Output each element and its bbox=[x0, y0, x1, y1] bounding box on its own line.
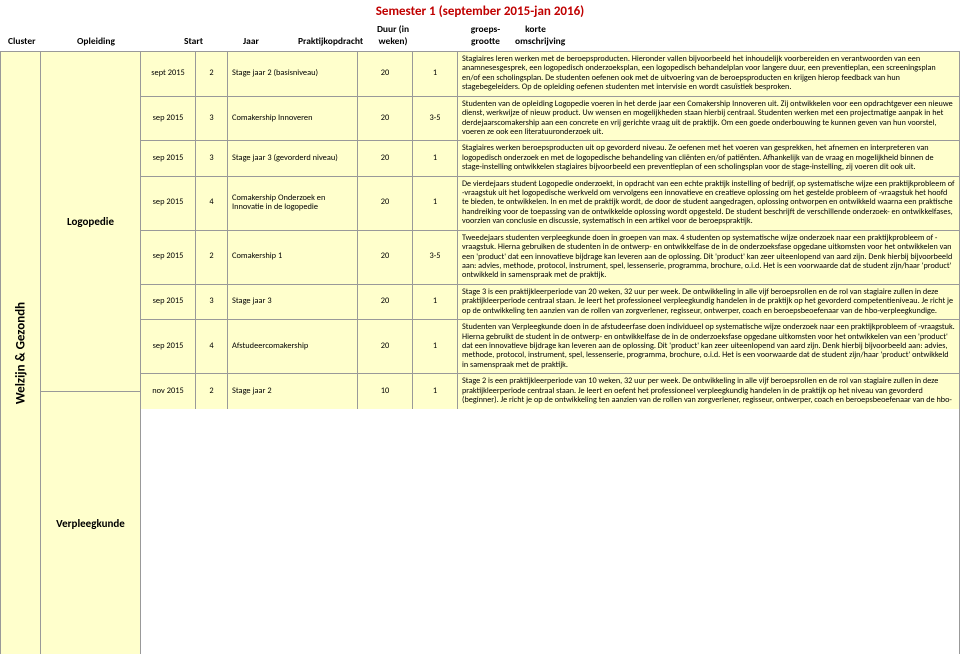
cell-start: sep 2015 bbox=[141, 177, 196, 230]
cell-duur: 20 bbox=[358, 97, 413, 141]
cell-jaar: 4 bbox=[196, 177, 228, 230]
opleiding-label: Verpleegkunde bbox=[56, 517, 125, 530]
table-row: sep 2015 3 Stage jaar 3 20 1 Stage 3 is … bbox=[141, 285, 959, 320]
semester-title: Semester 1 (september 2015-jan 2016) bbox=[0, 0, 960, 21]
cell-jaar: 2 bbox=[196, 231, 228, 284]
hdr-omschr: korte omschrijving bbox=[513, 23, 558, 47]
cell-start: sep 2015 bbox=[141, 141, 196, 175]
cell-jaar: 2 bbox=[196, 52, 228, 96]
cell-praktijk: Comakership Onderzoek en Innovatie in de… bbox=[228, 177, 358, 230]
cell-jaar: 4 bbox=[196, 320, 228, 373]
table-row: sep 2015 3 Comakership Innoveren 20 3-5 … bbox=[141, 97, 959, 142]
cell-start: sep 2015 bbox=[141, 285, 196, 319]
cluster-label: Welzijn & Gezondh bbox=[13, 302, 28, 404]
cell-groeps: 1 bbox=[413, 285, 458, 319]
cell-duur: 20 bbox=[358, 52, 413, 96]
cell-start: sep 2015 bbox=[141, 320, 196, 373]
cell-desc: De vierdejaars student Logopedie onderzo… bbox=[458, 177, 959, 230]
table-row: sept 2015 2 Stage jaar 2 (basisniveau) 2… bbox=[141, 52, 959, 97]
hdr-duur: Duur (in weken) bbox=[328, 23, 458, 47]
hdr-start: Start bbox=[146, 35, 241, 47]
cell-duur: 20 bbox=[358, 177, 413, 230]
opleiding-cell: Verpleegkunde bbox=[41, 392, 141, 654]
cell-desc: Stagiaires werken beroepsproducten uit o… bbox=[458, 141, 959, 175]
cell-praktijk: Afstudeercomakership bbox=[228, 320, 358, 373]
cell-duur: 20 bbox=[358, 231, 413, 284]
cell-start: nov 2015 bbox=[141, 374, 196, 408]
cell-duur: 10 bbox=[358, 374, 413, 408]
hdr-groeps: groeps- grootte bbox=[458, 23, 513, 47]
cell-groeps: 3-5 bbox=[413, 231, 458, 284]
cell-desc: Tweedejaars studenten verpleegkunde doen… bbox=[458, 231, 959, 284]
cluster-cell: Welzijn & Gezondh bbox=[1, 52, 41, 654]
cell-praktijk: Comakership 1 bbox=[228, 231, 358, 284]
table-row: sep 2015 3 Stage jaar 3 (gevorderd nivea… bbox=[141, 141, 959, 176]
cell-praktijk: Stage jaar 2 bbox=[228, 374, 358, 408]
hdr-jaar: Jaar bbox=[241, 35, 296, 47]
table-header: Cluster Opleiding Start Jaar Praktijkopd… bbox=[0, 21, 960, 51]
table-row: sep 2015 4 Afstudeercomakership 20 1 Stu… bbox=[141, 320, 959, 374]
cell-praktijk: Stage jaar 2 (basisniveau) bbox=[228, 52, 358, 96]
cell-groeps: 1 bbox=[413, 52, 458, 96]
cell-start: sept 2015 bbox=[141, 52, 196, 96]
cell-desc: Stagiaires leren werken met de beroepspr… bbox=[458, 52, 959, 96]
table-row: sep 2015 4 Comakership Onderzoek en Inno… bbox=[141, 177, 959, 231]
cell-groeps: 1 bbox=[413, 141, 458, 175]
cell-jaar: 3 bbox=[196, 97, 228, 141]
cell-praktijk: Stage jaar 3 (gevorderd niveau) bbox=[228, 141, 358, 175]
cell-groeps: 1 bbox=[413, 374, 458, 408]
opleiding-label: Logopedie bbox=[67, 215, 114, 228]
cell-duur: 20 bbox=[358, 141, 413, 175]
hdr-cluster: Cluster bbox=[6, 35, 46, 47]
cell-desc: Stage 3 is een praktijkleerperiode van 2… bbox=[458, 285, 959, 319]
hdr-praktijk: Praktijkopdracht bbox=[296, 35, 328, 47]
cell-jaar: 3 bbox=[196, 141, 228, 175]
cell-duur: 20 bbox=[358, 285, 413, 319]
opleiding-cell: Logopedie bbox=[41, 52, 141, 392]
cell-desc: Studenten van Verpleegkunde doen in de a… bbox=[458, 320, 959, 373]
cell-jaar: 2 bbox=[196, 374, 228, 408]
cell-praktijk: Comakership Innoveren bbox=[228, 97, 358, 141]
cell-desc: Stage 2 is een praktijkleerperiode van 1… bbox=[458, 374, 959, 408]
cell-desc: Studenten van de opleiding Logopedie voe… bbox=[458, 97, 959, 141]
cell-duur: 20 bbox=[358, 320, 413, 373]
cell-groeps: 1 bbox=[413, 320, 458, 373]
cell-start: sep 2015 bbox=[141, 97, 196, 141]
hdr-opleiding: Opleiding bbox=[46, 35, 146, 47]
cell-groeps: 1 bbox=[413, 177, 458, 230]
table-row: sep 2015 2 Comakership 1 20 3-5 Tweedeja… bbox=[141, 231, 959, 285]
cell-praktijk: Stage jaar 3 bbox=[228, 285, 358, 319]
cell-jaar: 3 bbox=[196, 285, 228, 319]
cell-groeps: 3-5 bbox=[413, 97, 458, 141]
cell-start: sep 2015 bbox=[141, 231, 196, 284]
rows-container: sept 2015 2 Stage jaar 2 (basisniveau) 2… bbox=[141, 52, 959, 654]
table-row: nov 2015 2 Stage jaar 2 10 1 Stage 2 is … bbox=[141, 374, 959, 408]
